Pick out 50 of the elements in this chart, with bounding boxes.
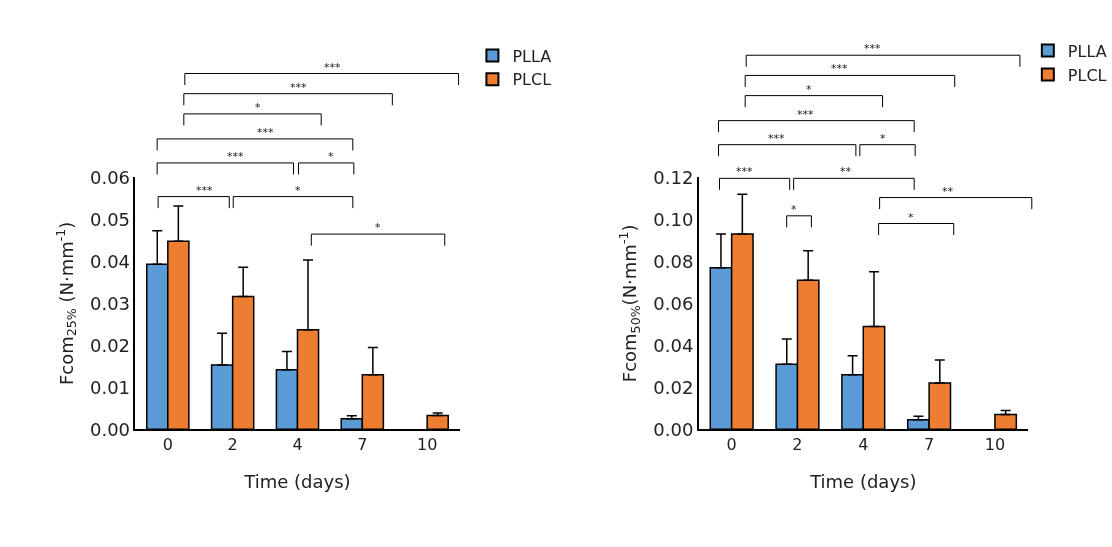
annotation: ** (840, 165, 852, 178)
x-tick-label: 4 (292, 435, 303, 455)
x-axis-title: Time (days) (809, 470, 917, 492)
text: *** (257, 126, 274, 139)
y-tick-label: 0.02 (653, 376, 694, 398)
y-tick-label: 0.08 (653, 250, 694, 272)
y-tick-label: 0.01 (89, 376, 131, 398)
annotation: * (375, 221, 381, 234)
x-axis-title: Time (days) (243, 470, 351, 492)
x-tick-label: 10 (416, 435, 438, 455)
legend-label: PLLA (512, 46, 552, 66)
text: *** (768, 132, 785, 145)
y-tick-label: 0.05 (89, 208, 131, 230)
y-tick-label: 0.00 (653, 418, 694, 440)
legend-label: PLCL (512, 70, 552, 90)
text: * (806, 83, 812, 96)
x-tick-label: 7 (357, 435, 368, 455)
x-tick-label: 10 (984, 435, 1006, 455)
y-tick-label: 0.03 (89, 292, 131, 314)
y-tick-label: 0.06 (89, 166, 131, 188)
y-tick-label: 0.10 (653, 208, 694, 230)
y-tick-label: 0.04 (89, 250, 131, 272)
text: *** (831, 62, 848, 75)
x-tick-label: 0 (726, 435, 737, 455)
y-tick-label: 0.04 (653, 334, 694, 356)
text: * (880, 132, 886, 145)
text: *** (227, 150, 244, 163)
y-tick-label: 0.06 (653, 292, 694, 314)
x-tick-label: 4 (858, 435, 869, 455)
annotation: ** (942, 185, 954, 198)
text: *** (864, 42, 881, 55)
annotation: *** (736, 165, 753, 178)
y-tick-label: 0.12 (653, 166, 694, 188)
annotation: * (295, 184, 301, 197)
text: *** (324, 61, 341, 74)
legend-label: PLCL (1067, 65, 1107, 85)
text: * (328, 150, 334, 163)
x-tick-label: 7 (924, 435, 935, 455)
text: *** (290, 81, 307, 94)
x-tick-label: 0 (162, 435, 173, 455)
annotation: *** (196, 184, 213, 197)
text: *** (797, 108, 814, 121)
x-tick-label: 2 (792, 435, 803, 455)
annotation: * (791, 203, 797, 216)
annotation: * (908, 211, 914, 224)
y-tick-label: 0.02 (89, 334, 131, 356)
text: * (255, 101, 261, 114)
x-tick-label: 2 (227, 435, 238, 455)
legend-label: PLLA (1067, 41, 1107, 61)
y-tick-label: 0.00 (89, 418, 131, 440)
